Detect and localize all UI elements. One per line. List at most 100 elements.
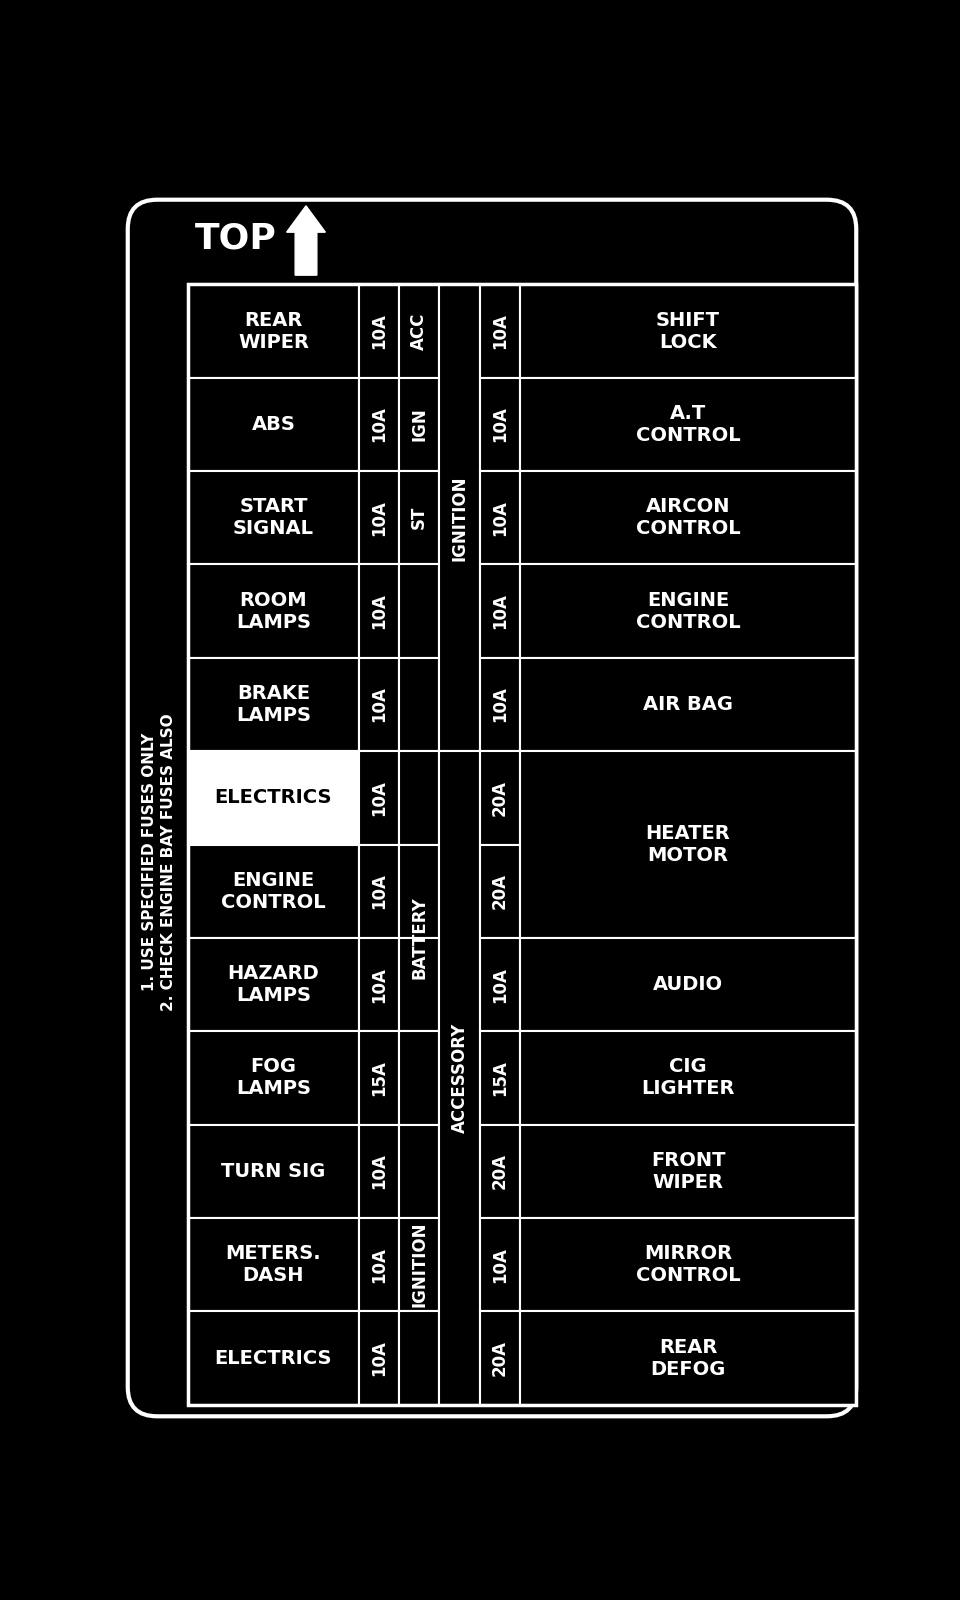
Text: 10A: 10A xyxy=(491,594,509,629)
Bar xyxy=(480,285,520,378)
Bar xyxy=(188,285,856,1405)
Bar xyxy=(399,752,440,845)
Bar xyxy=(520,938,856,1032)
Bar xyxy=(440,285,480,752)
Text: IGNITION: IGNITION xyxy=(450,475,468,560)
Bar xyxy=(520,1032,856,1125)
Text: HAZARD
LAMPS: HAZARD LAMPS xyxy=(228,965,320,1005)
Text: METERS.
DASH: METERS. DASH xyxy=(226,1245,322,1285)
Text: REAR
WIPER: REAR WIPER xyxy=(238,310,309,352)
Text: 10A: 10A xyxy=(370,966,388,1003)
Text: 10A: 10A xyxy=(370,594,388,629)
Text: ELECTRICS: ELECTRICS xyxy=(215,789,332,808)
Bar xyxy=(399,1218,440,1312)
Bar xyxy=(359,1312,399,1405)
Text: 10A: 10A xyxy=(370,1154,388,1189)
Bar xyxy=(480,470,520,565)
Bar xyxy=(480,1125,520,1218)
Bar xyxy=(399,285,440,378)
Bar xyxy=(480,752,520,845)
Bar xyxy=(520,752,856,938)
Text: TURN SIG: TURN SIG xyxy=(221,1162,325,1181)
Bar xyxy=(188,752,359,845)
Text: ROOM
LAMPS: ROOM LAMPS xyxy=(236,590,311,632)
Bar xyxy=(520,1312,856,1405)
Bar xyxy=(188,378,359,470)
Bar xyxy=(188,285,359,378)
Bar xyxy=(480,565,520,658)
Bar xyxy=(399,565,440,658)
Text: 10A: 10A xyxy=(491,966,509,1003)
Bar xyxy=(188,565,359,658)
Bar xyxy=(520,285,856,378)
Text: 10A: 10A xyxy=(491,499,509,536)
Text: HEATER
MOTOR: HEATER MOTOR xyxy=(646,824,731,866)
Bar xyxy=(188,1125,359,1218)
Bar xyxy=(188,845,359,938)
Bar xyxy=(480,1032,520,1125)
Bar xyxy=(359,1032,399,1125)
Text: 10A: 10A xyxy=(370,874,388,909)
Bar xyxy=(520,658,856,752)
Text: START
SIGNAL: START SIGNAL xyxy=(233,498,314,538)
Text: AIR BAG: AIR BAG xyxy=(643,694,733,714)
Bar xyxy=(399,1125,440,1218)
Text: 10A: 10A xyxy=(370,406,388,442)
Text: 15A: 15A xyxy=(491,1061,509,1096)
Text: AUDIO: AUDIO xyxy=(653,974,723,994)
Bar xyxy=(359,565,399,658)
Bar xyxy=(520,565,856,658)
Bar xyxy=(359,845,399,938)
Bar xyxy=(480,938,520,1032)
Bar xyxy=(480,1312,520,1405)
Text: 10A: 10A xyxy=(370,779,388,816)
Text: ABS: ABS xyxy=(252,414,296,434)
Text: FOG
LAMPS: FOG LAMPS xyxy=(236,1058,311,1099)
Bar xyxy=(440,752,480,1405)
Bar xyxy=(399,1032,440,1125)
Bar xyxy=(359,378,399,470)
Bar xyxy=(359,752,399,845)
Bar xyxy=(399,1312,440,1405)
Bar xyxy=(480,658,520,752)
Text: 20A: 20A xyxy=(491,1341,509,1376)
Text: REAR
DEFOG: REAR DEFOG xyxy=(650,1338,726,1379)
Bar xyxy=(399,845,440,938)
Text: 2. CHECK ENGINE BAY FUSES ALSO: 2. CHECK ENGINE BAY FUSES ALSO xyxy=(160,714,176,1011)
Bar xyxy=(359,470,399,565)
Text: IGNITION: IGNITION xyxy=(410,1222,428,1307)
Text: ELECTRICS: ELECTRICS xyxy=(215,1349,332,1368)
Bar xyxy=(399,938,440,1032)
Text: ST: ST xyxy=(410,506,428,530)
Text: FRONT
WIPER: FRONT WIPER xyxy=(651,1150,726,1192)
Text: 20A: 20A xyxy=(491,874,509,909)
Text: 10A: 10A xyxy=(370,499,388,536)
Text: 10A: 10A xyxy=(491,314,509,349)
Bar xyxy=(399,658,440,752)
Text: 10A: 10A xyxy=(491,686,509,723)
Text: 10A: 10A xyxy=(370,686,388,723)
Text: 10A: 10A xyxy=(370,314,388,349)
Bar xyxy=(520,1218,856,1312)
Text: BATTERY: BATTERY xyxy=(410,896,428,979)
Text: 10A: 10A xyxy=(370,1341,388,1376)
Bar xyxy=(359,1125,399,1218)
Text: AIRCON
CONTROL: AIRCON CONTROL xyxy=(636,498,740,538)
Bar xyxy=(520,470,856,565)
Text: CIG
LIGHTER: CIG LIGHTER xyxy=(641,1058,734,1099)
FancyBboxPatch shape xyxy=(128,200,856,1416)
Bar xyxy=(359,938,399,1032)
Bar xyxy=(399,378,440,470)
Bar xyxy=(188,470,359,565)
Text: MIRROR
CONTROL: MIRROR CONTROL xyxy=(636,1245,740,1285)
Bar xyxy=(188,938,359,1032)
Bar xyxy=(359,285,399,378)
Text: 10A: 10A xyxy=(491,1246,509,1283)
Bar xyxy=(359,658,399,752)
Text: 15A: 15A xyxy=(370,1061,388,1096)
Text: ENGINE
CONTROL: ENGINE CONTROL xyxy=(221,870,325,912)
Bar xyxy=(188,658,359,752)
Text: BRAKE
LAMPS: BRAKE LAMPS xyxy=(236,685,311,725)
Bar xyxy=(188,1312,359,1405)
Text: 20A: 20A xyxy=(491,779,509,816)
